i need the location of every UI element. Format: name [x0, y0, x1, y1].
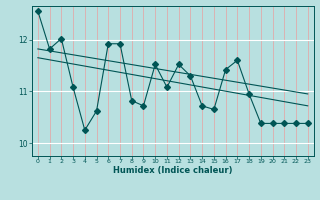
X-axis label: Humidex (Indice chaleur): Humidex (Indice chaleur) — [113, 166, 233, 175]
